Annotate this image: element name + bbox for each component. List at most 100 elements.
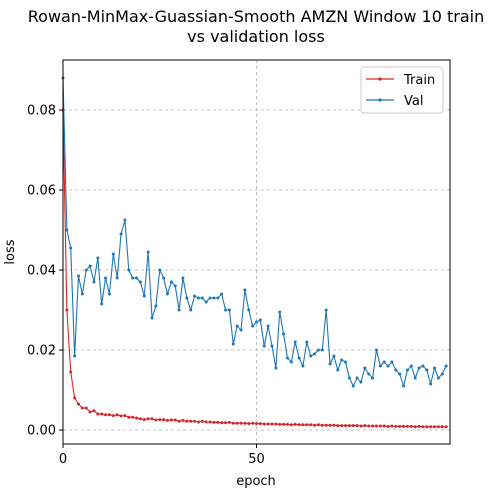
train-data-point	[394, 424, 398, 428]
train-data-point	[169, 418, 173, 422]
val-data-point	[135, 276, 139, 280]
train-data-point	[65, 308, 69, 312]
train-data-point	[193, 419, 197, 423]
train-data-point	[181, 418, 185, 422]
train-data-point	[440, 425, 444, 429]
train-data-point	[305, 423, 309, 427]
val-data-point	[429, 382, 433, 386]
val-data-point	[243, 288, 247, 292]
train-data-point	[289, 423, 293, 427]
train-data-point	[378, 424, 382, 428]
val-data-point	[297, 356, 301, 360]
train-data-point	[316, 423, 320, 427]
series-layer	[61, 76, 448, 429]
val-data-point	[386, 364, 390, 368]
val-data-point	[417, 366, 421, 370]
train-data-point	[146, 417, 150, 421]
val-data-point	[181, 276, 185, 280]
y-tick-label: 0.00	[27, 424, 56, 439]
val-data-point	[185, 296, 189, 300]
val-data-point	[196, 296, 200, 300]
train-data-point	[73, 396, 77, 400]
legend-val-label: Val	[404, 94, 423, 109]
val-data-point	[270, 344, 274, 348]
train-data-point	[293, 422, 297, 426]
legend-train-marker	[378, 77, 382, 81]
y-tick-label: 0.04	[27, 264, 56, 279]
val-data-point	[84, 268, 88, 272]
val-data-point	[231, 342, 235, 346]
train-data-point	[80, 406, 84, 410]
train-data-point	[69, 370, 73, 374]
val-data-point	[189, 308, 193, 312]
train-data-point	[309, 423, 313, 427]
val-data-point	[80, 292, 84, 296]
train-data-point	[239, 421, 243, 425]
train-data-point	[76, 402, 80, 406]
train-data-point	[332, 423, 336, 427]
train-data-point	[196, 420, 200, 424]
val-data-point	[173, 284, 177, 288]
train-data-point	[165, 418, 169, 422]
val-data-point	[382, 360, 386, 364]
val-data-point	[336, 368, 340, 372]
val-data-point	[65, 228, 69, 232]
train-data-point	[84, 406, 88, 410]
train-data-point	[185, 419, 189, 423]
val-data-point	[258, 318, 262, 322]
val-data-point	[328, 362, 332, 366]
val-data-point	[332, 354, 336, 358]
train-data-point	[224, 421, 228, 425]
train-data-point	[425, 425, 429, 429]
val-data-point	[309, 354, 313, 358]
val-data-point	[378, 364, 382, 368]
val-data-point	[239, 328, 243, 332]
val-data-point	[100, 302, 104, 306]
val-data-point	[193, 294, 197, 298]
train-data-point	[413, 425, 417, 429]
val-data-point	[119, 232, 123, 236]
train-data-point	[436, 425, 440, 429]
train-data-point	[111, 414, 115, 418]
train-data-point	[270, 422, 274, 426]
val-data-point	[313, 352, 317, 356]
train-data-point	[123, 414, 127, 418]
val-data-point	[444, 364, 448, 368]
train-series-line	[62, 109, 447, 428]
train-data-point	[301, 423, 305, 427]
train-data-point	[398, 424, 402, 428]
val-data-point	[347, 376, 351, 380]
val-data-point	[69, 246, 73, 250]
val-data-point	[96, 256, 100, 260]
train-data-point	[355, 424, 359, 428]
val-data-point	[340, 358, 344, 362]
y-tick-label: 0.08	[27, 104, 56, 119]
train-data-point	[344, 424, 348, 428]
val-data-point	[158, 268, 162, 272]
train-data-point	[274, 422, 278, 426]
train-data-point	[104, 413, 108, 417]
val-data-point	[73, 354, 77, 358]
train-data-point	[382, 424, 386, 428]
val-data-point	[289, 360, 293, 364]
y-axis-label: loss	[3, 239, 18, 264]
val-data-point	[169, 280, 173, 284]
val-data-point	[394, 368, 398, 372]
train-data-point	[371, 424, 375, 428]
val-data-point	[142, 294, 146, 298]
val-data-point	[111, 252, 115, 256]
val-data-point	[88, 264, 92, 268]
tick-layer: 0.00 0.02 0.04 0.06 0.08 0 50	[27, 104, 265, 468]
val-data-point	[421, 364, 425, 368]
train-data-point	[336, 424, 340, 428]
train-data-point	[200, 419, 204, 423]
x-axis-label: epoch	[236, 474, 276, 489]
train-data-point	[115, 413, 119, 417]
train-data-point	[285, 422, 289, 426]
train-data-point	[347, 424, 351, 428]
val-data-point	[324, 308, 328, 312]
train-data-point	[258, 422, 262, 426]
val-data-point	[359, 380, 363, 384]
train-data-point	[390, 424, 394, 428]
